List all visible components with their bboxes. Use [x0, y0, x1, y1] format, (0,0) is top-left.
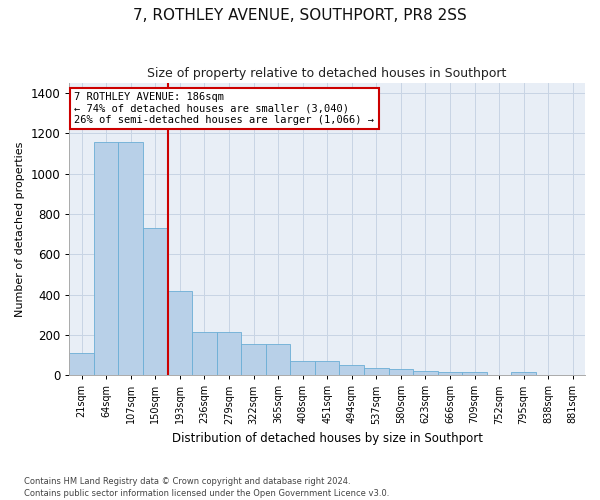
Bar	[364, 368, 389, 375]
Bar	[437, 372, 462, 375]
Bar	[389, 368, 413, 375]
Bar	[94, 142, 118, 375]
Bar	[167, 290, 192, 375]
Bar	[462, 372, 487, 375]
Bar	[217, 332, 241, 375]
Title: Size of property relative to detached houses in Southport: Size of property relative to detached ho…	[148, 68, 507, 80]
Bar	[266, 344, 290, 375]
Bar	[118, 142, 143, 375]
Bar	[241, 344, 266, 375]
Bar	[70, 353, 94, 375]
Bar	[290, 360, 315, 375]
Y-axis label: Number of detached properties: Number of detached properties	[15, 142, 25, 317]
Text: Contains HM Land Registry data © Crown copyright and database right 2024.
Contai: Contains HM Land Registry data © Crown c…	[24, 476, 389, 498]
Bar	[413, 371, 437, 375]
Bar	[511, 372, 536, 375]
Bar	[143, 228, 167, 375]
Text: 7 ROTHLEY AVENUE: 186sqm
← 74% of detached houses are smaller (3,040)
26% of sem: 7 ROTHLEY AVENUE: 186sqm ← 74% of detach…	[74, 92, 374, 125]
Bar	[315, 362, 340, 375]
X-axis label: Distribution of detached houses by size in Southport: Distribution of detached houses by size …	[172, 432, 482, 445]
Text: 7, ROTHLEY AVENUE, SOUTHPORT, PR8 2SS: 7, ROTHLEY AVENUE, SOUTHPORT, PR8 2SS	[133, 8, 467, 22]
Bar	[192, 332, 217, 375]
Bar	[340, 366, 364, 375]
